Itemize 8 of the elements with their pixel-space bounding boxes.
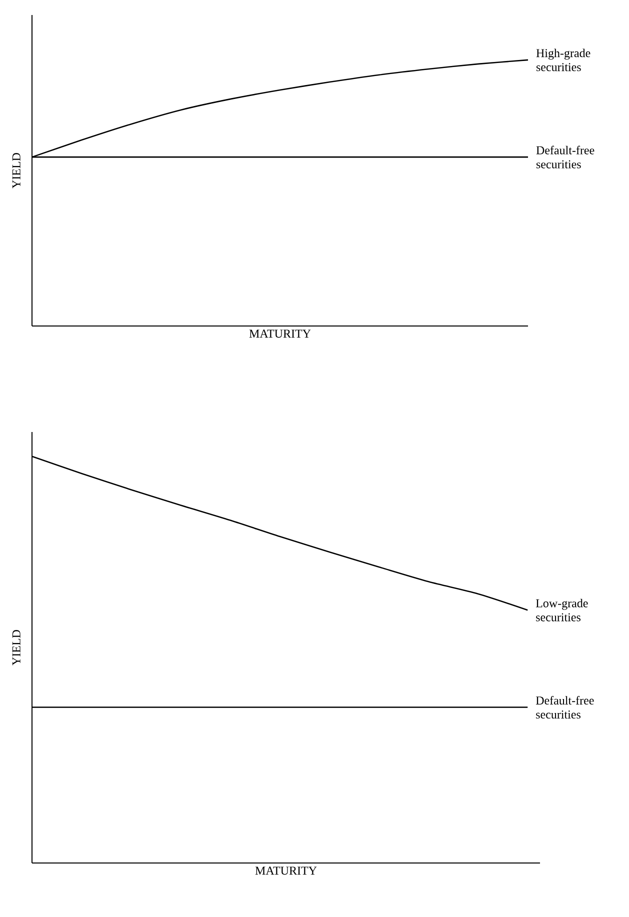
series-label: Default-free securities [536, 146, 594, 168]
series-label: Low-grade securities [536, 598, 588, 622]
x-axis-title: MATURITY [255, 866, 317, 875]
x-axis-title: MATURITY [249, 330, 311, 338]
y-axis-title: YIELD [12, 152, 20, 188]
series-label: Default-free securities [536, 696, 594, 719]
y-axis-title: YIELD [12, 630, 20, 666]
series-label: High-grade securities [536, 48, 590, 72]
